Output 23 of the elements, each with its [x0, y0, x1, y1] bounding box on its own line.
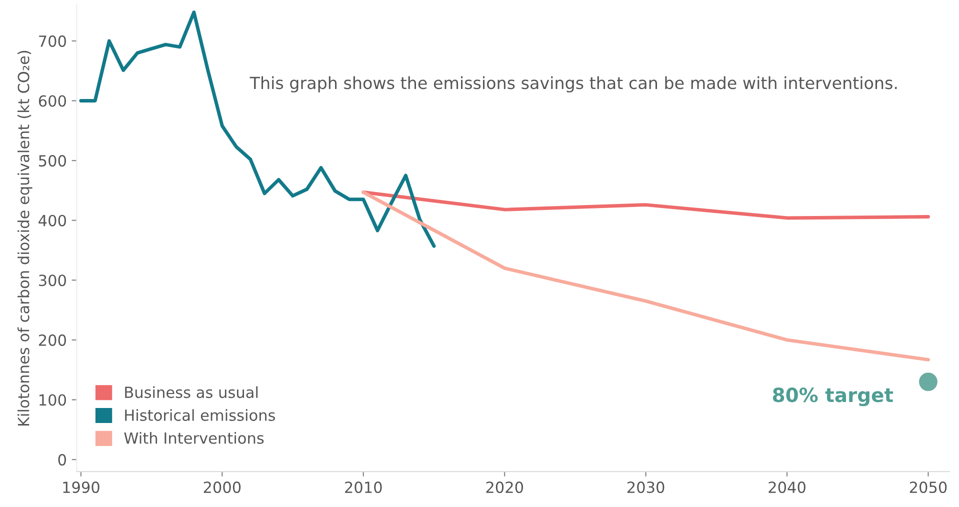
x-tick-label: 2050: [910, 482, 947, 494]
y-tick-label: 700: [39, 35, 66, 47]
x-tick-label: 2030: [627, 482, 664, 494]
y-tick-label: 600: [38, 95, 66, 107]
x-tick-label: 2010: [345, 482, 382, 494]
line-series: [362, 190, 930, 220]
y-tick-label: 300: [39, 274, 66, 286]
y-tick-label: 100: [40, 394, 66, 406]
y-tick-label: 500: [39, 155, 66, 167]
annotation: 80% target: [772, 388, 894, 406]
legend-label: With Interventions: [124, 432, 264, 444]
annotation: This graph shows the emissions savings that can be made with interventions.: [250, 76, 897, 92]
line-series: [362, 190, 930, 362]
y-tick-label: 200: [38, 334, 66, 346]
y-tick-label: 0: [58, 454, 66, 466]
legend-label: Historical emissions: [125, 409, 275, 421]
y-tick-label: 400: [38, 214, 66, 226]
x-tick-label: 1990: [63, 482, 100, 494]
legend-label: Business as usual: [125, 386, 258, 398]
x-tick-label: 2020: [486, 482, 524, 494]
x-tick-label: 2000: [204, 482, 241, 494]
x-tick-label: 2040: [768, 482, 806, 494]
y-axis-title: Kilotonnes of carbon dioxide equivalent (kt CO₂e): [17, 50, 32, 426]
